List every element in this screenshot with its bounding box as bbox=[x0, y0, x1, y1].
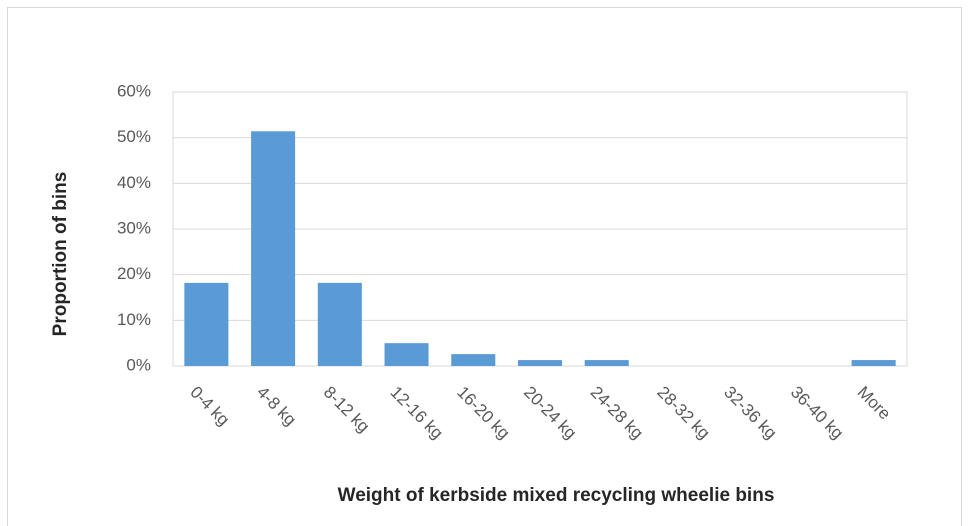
chart-frame bbox=[7, 7, 962, 526]
bar bbox=[851, 360, 896, 366]
y-tick-label: 50% bbox=[117, 127, 151, 146]
y-tick-label: 30% bbox=[117, 218, 151, 237]
x-axis-title: Weight of kerbside mixed recycling wheel… bbox=[338, 485, 775, 506]
bar bbox=[451, 354, 496, 366]
y-tick-label: 60% bbox=[117, 81, 151, 100]
bar bbox=[584, 360, 629, 366]
bar bbox=[384, 343, 429, 366]
y-tick-label: 20% bbox=[117, 264, 151, 283]
bar bbox=[517, 360, 563, 366]
bar bbox=[317, 282, 362, 366]
y-tick-label: 40% bbox=[117, 173, 151, 192]
y-axis-title: Proportion of bins bbox=[50, 172, 71, 337]
bar bbox=[184, 282, 229, 366]
y-tick-label: 0% bbox=[126, 355, 151, 374]
y-tick-label: 10% bbox=[117, 310, 151, 329]
bar bbox=[251, 131, 296, 366]
